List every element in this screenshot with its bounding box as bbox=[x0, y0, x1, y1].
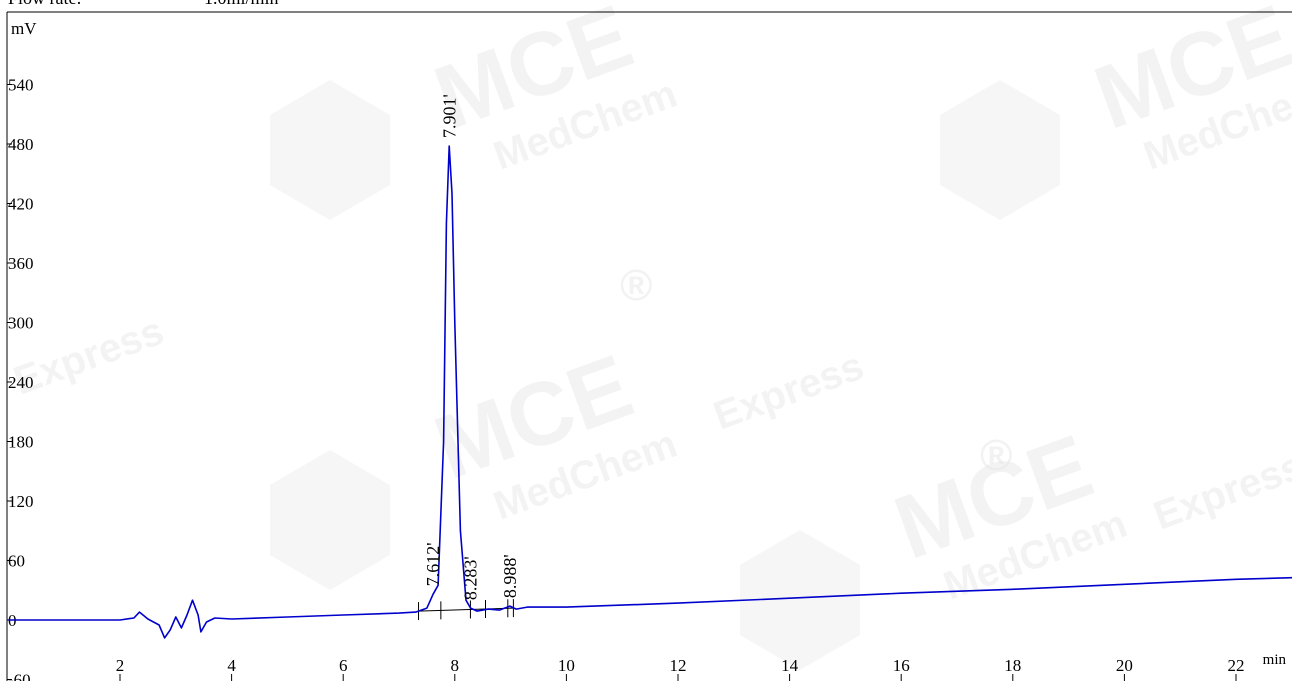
y-tick-label: 540 bbox=[8, 76, 34, 95]
flow-rate-value: 1.0ml/min bbox=[204, 0, 279, 8]
x-tick-label: 10 bbox=[558, 656, 575, 675]
x-tick-label: 14 bbox=[781, 656, 799, 675]
x-tick-label: 20 bbox=[1116, 656, 1133, 675]
signal-series-line bbox=[8, 145, 1292, 639]
x-tick-label: 22 bbox=[1228, 656, 1245, 675]
y-tick-label: 360 bbox=[8, 254, 34, 273]
peak-label: 8.283' bbox=[461, 556, 481, 600]
watermark-registered-1: ® bbox=[620, 261, 652, 310]
y-tick-label: 240 bbox=[8, 373, 34, 392]
x-tick-label: 12 bbox=[670, 656, 687, 675]
y-tick-label: 120 bbox=[8, 492, 34, 511]
x-tick-label: 4 bbox=[227, 656, 236, 675]
y-tick-label: 180 bbox=[8, 433, 34, 452]
watermark-registered-2: ® bbox=[980, 431, 1012, 480]
x-tick-label: 6 bbox=[339, 656, 348, 675]
y-tick-label: 480 bbox=[8, 135, 34, 154]
x-tick-label: 2 bbox=[116, 656, 125, 675]
y-tick-label: 420 bbox=[8, 195, 34, 214]
watermark-logo-1: MCE MedChem bbox=[270, 0, 683, 220]
marks: 7.612' 7.901' 8.283' 8.988' bbox=[8, 94, 1292, 639]
peak-label: 7.612' bbox=[423, 542, 443, 586]
header: Flow rate:1.0ml/min bbox=[8, 0, 279, 9]
x-axis-label: min bbox=[1263, 652, 1287, 668]
watermark: MCE MedChem MCE MedChem MCE MedChem Expr… bbox=[8, 0, 1292, 670]
svg-text:Express: Express bbox=[708, 344, 869, 439]
flow-rate-label: Flow rate: bbox=[8, 0, 204, 9]
x-tick-label: 18 bbox=[1004, 656, 1021, 675]
y-tick-label: 60 bbox=[8, 552, 25, 571]
svg-text:Express: Express bbox=[1148, 444, 1292, 539]
x-tick-label: 16 bbox=[893, 656, 910, 675]
y-axis-label: mV bbox=[11, 19, 37, 38]
y-tick-label: 300 bbox=[8, 314, 34, 333]
y-tick-label: -60 bbox=[8, 671, 31, 681]
peak-label: 8.988' bbox=[500, 554, 520, 598]
peak-label: 7.901' bbox=[439, 94, 459, 138]
x-tick-label: 8 bbox=[451, 656, 460, 675]
integration-baseline bbox=[418, 607, 514, 612]
watermark-logo-2: MCE MedChem bbox=[940, 0, 1292, 220]
watermark-logo-4: MCE MedChem Express bbox=[740, 416, 1292, 670]
